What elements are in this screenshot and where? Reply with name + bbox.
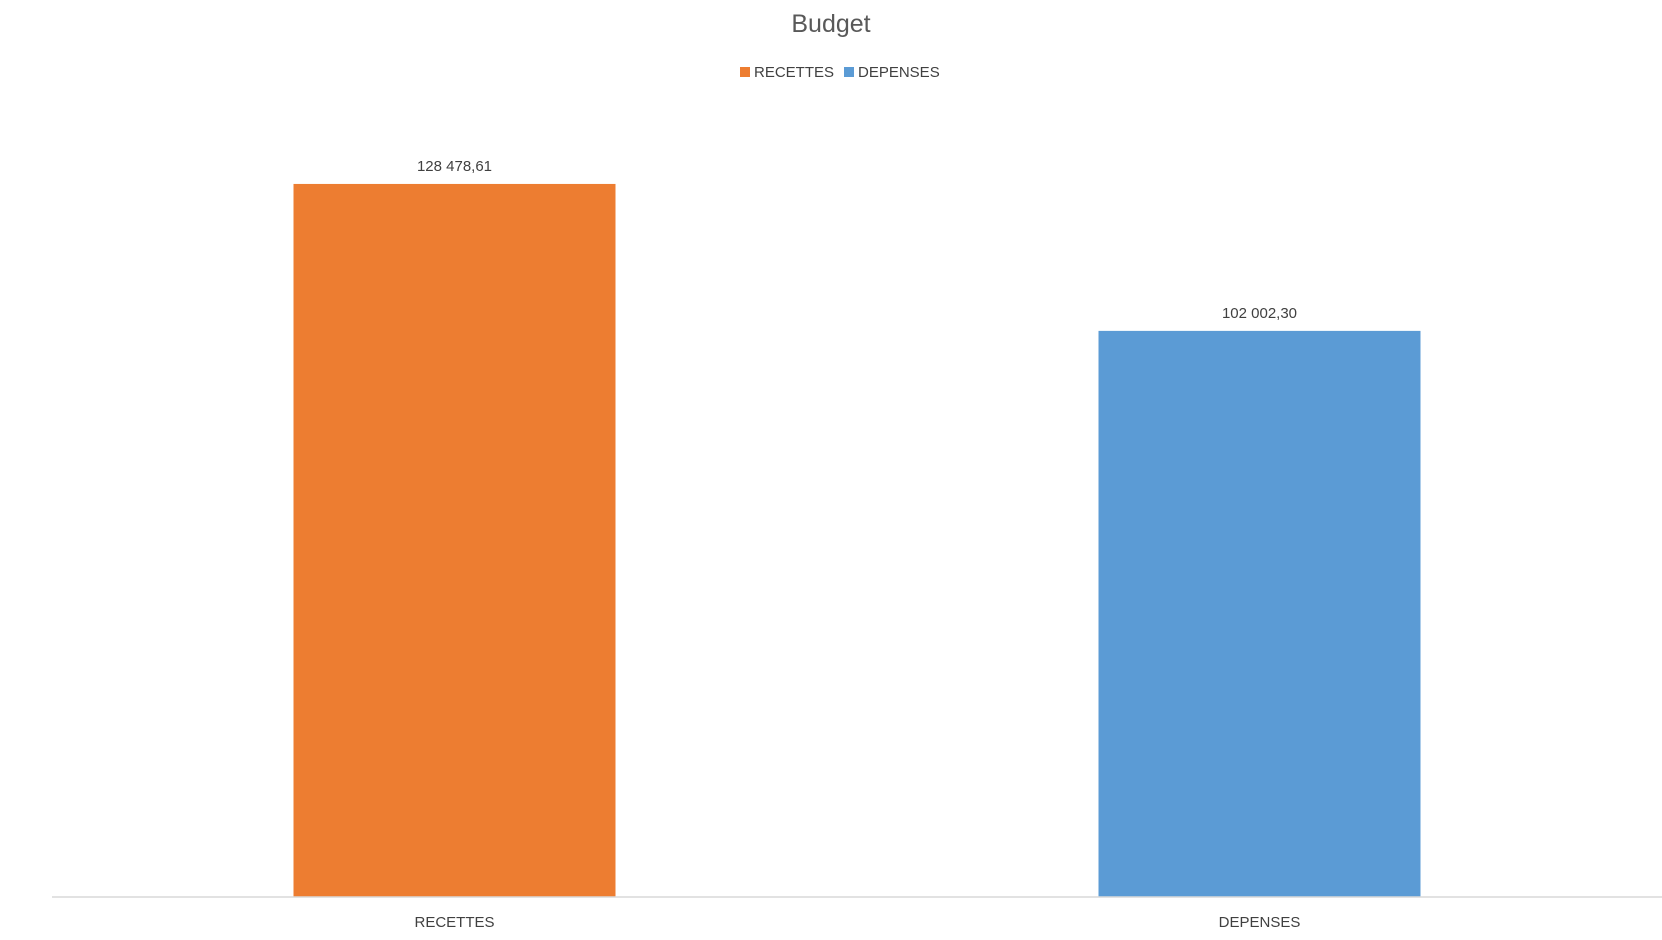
data-label-recettes: 128 478,61 bbox=[417, 158, 492, 175]
legend-label-recettes: RECETTES bbox=[754, 64, 834, 81]
bars-group bbox=[293, 183, 1421, 898]
legend-swatch-recettes bbox=[740, 67, 750, 77]
data-label-depenses: 102 002,30 bbox=[1222, 305, 1297, 322]
data-labels-group: 128 478,61 102 002,30 bbox=[417, 158, 1297, 322]
legend-swatch-depenses bbox=[844, 67, 854, 77]
chart-title: Budget bbox=[791, 10, 870, 38]
x-tick-labels-group: RECETTES DEPENSES bbox=[414, 914, 1300, 931]
legend-label-depenses: DEPENSES bbox=[858, 64, 940, 81]
legend: RECETTES DEPENSES bbox=[740, 64, 940, 81]
bar-recettes bbox=[293, 183, 616, 897]
x-tick-label-recettes: RECETTES bbox=[414, 914, 494, 931]
x-tick-label-depenses: DEPENSES bbox=[1219, 914, 1301, 931]
bar-depenses bbox=[1098, 330, 1421, 898]
